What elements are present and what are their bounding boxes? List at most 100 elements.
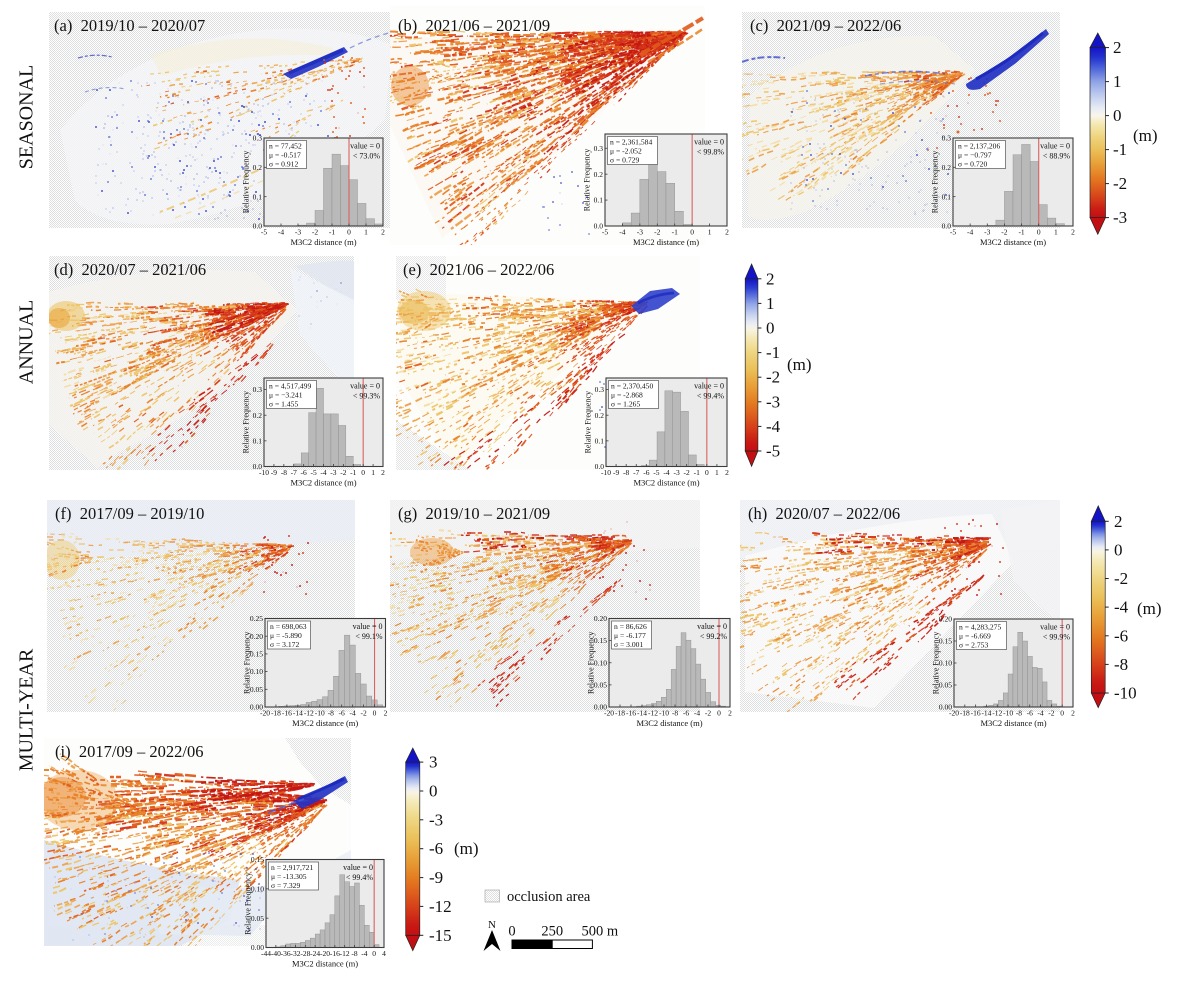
svg-text:-4: -4 xyxy=(361,949,367,958)
svg-text:-8: -8 xyxy=(672,709,678,718)
svg-text:1: 1 xyxy=(708,228,712,237)
svg-text:-2: -2 xyxy=(360,709,366,718)
svg-text:2: 2 xyxy=(1114,512,1123,531)
svg-text:0: 0 xyxy=(690,228,694,237)
svg-text:-15: -15 xyxy=(429,926,452,945)
svg-text:M3C2 distance (m): M3C2 distance (m) xyxy=(980,718,1046,728)
svg-text:-4: -4 xyxy=(663,468,669,477)
svg-text:n = 4,283,275: n = 4,283,275 xyxy=(959,623,1001,632)
svg-text:-1: -1 xyxy=(672,228,678,237)
svg-text:Relative Frequency: Relative Frequency xyxy=(584,391,593,453)
svg-text:-12: -12 xyxy=(429,897,452,916)
svg-text:0: 0 xyxy=(373,709,377,718)
svg-text:-3: -3 xyxy=(766,392,780,411)
svg-text:1: 1 xyxy=(1054,228,1058,237)
svg-text:-20: -20 xyxy=(320,949,330,958)
svg-text:(f) 2017/09 – 2019/10: (f) 2017/09 – 2019/10 xyxy=(55,504,204,523)
svg-text:-1: -1 xyxy=(350,468,356,477)
svg-text:μ = -5.890: μ = -5.890 xyxy=(270,631,302,640)
svg-text:μ = -13.305: μ = -13.305 xyxy=(271,872,307,881)
svg-text:-1: -1 xyxy=(1018,228,1024,237)
svg-text:-5: -5 xyxy=(950,228,956,237)
svg-text:value = 0: value = 0 xyxy=(694,382,724,391)
svg-text:0: 0 xyxy=(1113,106,1122,125)
svg-text:0.3: 0.3 xyxy=(595,385,605,394)
svg-text:n = 2,917,721: n = 2,917,721 xyxy=(271,863,313,872)
svg-text:Relative Frequency: Relative Frequency xyxy=(932,632,941,694)
svg-text:(a) 2019/10 – 2020/07: (a) 2019/10 – 2020/07 xyxy=(54,16,205,35)
svg-text:2: 2 xyxy=(381,468,385,477)
svg-text:0.20: 0.20 xyxy=(594,614,607,623)
svg-text:-3: -3 xyxy=(673,468,679,477)
svg-text:0.00: 0.00 xyxy=(251,943,264,952)
svg-text:-4: -4 xyxy=(1037,709,1043,718)
svg-text:-2: -2 xyxy=(1113,174,1127,193)
svg-text:0.00: 0.00 xyxy=(250,703,263,712)
svg-text:2: 2 xyxy=(728,709,732,718)
svg-text:< 99.3%: < 99.3% xyxy=(353,392,381,401)
svg-text:-10: -10 xyxy=(315,709,325,718)
svg-text:-5: -5 xyxy=(602,228,608,237)
svg-text:-10: -10 xyxy=(259,468,269,477)
svg-text:(g) 2019/10 – 2021/09: (g) 2019/10 – 2021/09 xyxy=(398,504,550,523)
svg-text:0: 0 xyxy=(508,924,515,940)
svg-text:(m): (m) xyxy=(1133,126,1158,145)
svg-text:0: 0 xyxy=(766,319,775,338)
svg-text:2: 2 xyxy=(725,468,729,477)
svg-text:Relative Frequency: Relative Frequency xyxy=(242,151,251,213)
svg-text:0.3: 0.3 xyxy=(942,134,952,143)
svg-text:-3: -3 xyxy=(295,228,301,237)
svg-text:-2: -2 xyxy=(1048,709,1054,718)
svg-text:(e) 2021/06 – 2022/06: (e) 2021/06 – 2022/06 xyxy=(403,260,554,279)
svg-text:-28: -28 xyxy=(300,949,310,958)
svg-text:-7: -7 xyxy=(291,468,297,477)
svg-text:n = 698,063: n = 698,063 xyxy=(270,622,307,631)
svg-text:(h) 2020/07 – 2022/06: (h) 2020/07 – 2022/06 xyxy=(748,504,900,523)
svg-text:n = 2,361,584: n = 2,361,584 xyxy=(610,138,652,147)
svg-text:-5: -5 xyxy=(261,228,267,237)
svg-text:-10: -10 xyxy=(1003,709,1013,718)
svg-text:N: N xyxy=(488,919,496,931)
svg-text:-4: -4 xyxy=(350,709,356,718)
svg-text:μ = -2.052: μ = -2.052 xyxy=(610,147,642,156)
svg-text:(d) 2020/07 – 2021/06: (d) 2020/07 – 2021/06 xyxy=(54,260,206,279)
svg-text:-12: -12 xyxy=(304,709,314,718)
svg-text:σ = 3.001: σ = 3.001 xyxy=(614,640,643,649)
svg-text:0.2: 0.2 xyxy=(595,411,605,420)
svg-text:0.2: 0.2 xyxy=(942,163,952,172)
svg-text:-2: -2 xyxy=(312,228,318,237)
svg-text:0: 0 xyxy=(1037,228,1041,237)
svg-text:value = 0: value = 0 xyxy=(1040,142,1070,151)
svg-text:-6: -6 xyxy=(1027,709,1033,718)
svg-text:-1: -1 xyxy=(766,343,780,362)
svg-text:-2: -2 xyxy=(766,368,780,387)
svg-text:Relative Frequency: Relative Frequency xyxy=(242,391,251,453)
svg-text:-7: -7 xyxy=(633,468,639,477)
svg-text:-3: -3 xyxy=(429,810,443,829)
svg-text:0.1: 0.1 xyxy=(595,436,605,445)
svg-text:0.0: 0.0 xyxy=(942,222,952,231)
svg-text:value = 0: value = 0 xyxy=(694,138,724,147)
svg-text:n = 2,137,206: n = 2,137,206 xyxy=(958,142,1000,151)
svg-text:2: 2 xyxy=(1113,38,1122,57)
svg-text:0.05: 0.05 xyxy=(939,681,952,690)
svg-text:-10: -10 xyxy=(601,468,611,477)
svg-text:2: 2 xyxy=(384,709,388,718)
svg-text:0.1: 0.1 xyxy=(253,192,263,201)
svg-text:μ = −3.241: μ = −3.241 xyxy=(269,391,303,400)
svg-text:-10: -10 xyxy=(1114,684,1137,703)
svg-text:-14: -14 xyxy=(981,709,991,718)
svg-text:value = 0: value = 0 xyxy=(1040,623,1070,632)
svg-text:-16: -16 xyxy=(971,709,981,718)
svg-text:-4: -4 xyxy=(320,468,326,477)
svg-text:-32: -32 xyxy=(291,949,301,958)
svg-text:-1: -1 xyxy=(1113,140,1127,159)
svg-text:-6: -6 xyxy=(339,709,345,718)
svg-text:-8: -8 xyxy=(1114,655,1128,674)
svg-text:0.10: 0.10 xyxy=(594,658,607,667)
svg-text:-5: -5 xyxy=(653,468,659,477)
svg-text:Relative Frequency: Relative Frequency xyxy=(587,632,596,694)
svg-text:μ = −0.797: μ = −0.797 xyxy=(958,151,992,160)
svg-text:0: 0 xyxy=(347,228,351,237)
svg-text:< 99.8%: < 99.8% xyxy=(697,148,725,157)
